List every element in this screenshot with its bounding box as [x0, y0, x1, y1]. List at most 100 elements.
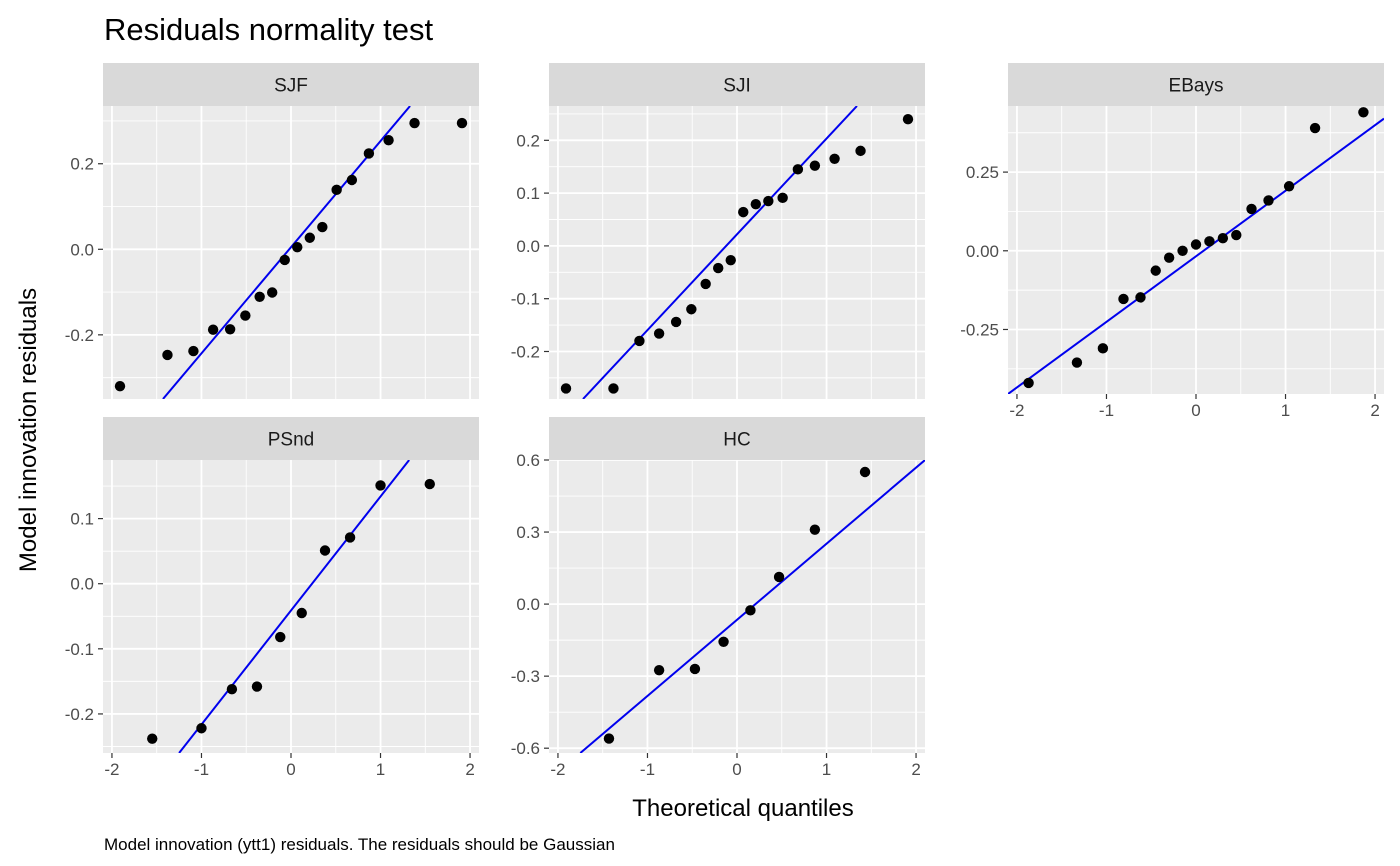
data-point-hc — [859, 466, 871, 478]
y-axis-title: Model innovation residuals — [15, 288, 42, 572]
data-point-sji — [777, 192, 788, 204]
y-tick-label-ebays: 0.25 — [966, 163, 999, 182]
data-point-ebays — [1023, 377, 1034, 389]
data-point-ebays — [1190, 239, 1202, 250]
data-point-sjf — [409, 117, 420, 129]
data-point-ebays — [1358, 107, 1369, 118]
panel-sji: SJI -0.2 -0.1 0.0 0.1 0.2 — [511, 63, 925, 399]
data-point-sjf — [317, 221, 328, 233]
data-point-psnd — [196, 723, 207, 734]
facet-panels: SJF -0.2 0.0 0.2 SJI -0.2 -0.1 0.0 0.1 0.2 EBays -0… — [65, 63, 1384, 779]
data-point-sjf — [224, 324, 236, 335]
data-point-sjf — [346, 174, 358, 186]
data-point-sjf — [456, 117, 468, 129]
x-tick-label-ebays: 1 — [1281, 401, 1290, 420]
grid-sji — [549, 106, 925, 399]
data-point-ebays — [1309, 122, 1321, 134]
data-point-sjf — [331, 184, 342, 196]
data-point-sji — [855, 145, 866, 157]
qq-reference-line-sji — [582, 106, 858, 399]
data-point-psnd — [424, 478, 435, 490]
data-point-sji — [634, 335, 645, 347]
data-point-sji — [686, 304, 697, 315]
data-point-sjf — [363, 148, 375, 159]
data-point-psnd — [375, 480, 386, 491]
qq-reference-line-ebays — [1008, 117, 1384, 394]
y-tick-label-hc: 0.0 — [516, 595, 540, 614]
y-tick-label-sji: 0.2 — [516, 131, 540, 150]
data-point-hc — [653, 664, 665, 676]
y-tick-label-psnd: -0.1 — [65, 640, 94, 659]
data-point-ebays — [1071, 357, 1083, 368]
x-tick-label-ebays: 0 — [1191, 401, 1200, 420]
strip-psnd — [103, 417, 479, 460]
x-tick-label-psnd: 0 — [286, 760, 295, 779]
data-point-sji — [809, 160, 821, 171]
data-point-sjf — [292, 241, 303, 253]
data-point-sji — [902, 113, 914, 125]
strip-label-hc: HC — [723, 430, 750, 451]
strip-hc — [549, 417, 925, 460]
data-point-hc — [745, 605, 756, 616]
y-tick-label-sji: 0.0 — [516, 237, 540, 256]
data-point-ebays — [1217, 232, 1229, 244]
data-point-sji — [829, 153, 840, 164]
data-point-hc — [773, 571, 785, 583]
data-point-psnd — [147, 733, 158, 744]
data-point-ebays — [1097, 343, 1109, 354]
data-point-sjf — [279, 254, 290, 266]
grid-psnd — [103, 460, 479, 753]
data-point-hc — [809, 524, 821, 535]
data-point-ebays — [1231, 229, 1242, 241]
x-tick-label-hc: -1 — [640, 760, 655, 779]
data-point-sjf — [240, 310, 251, 321]
data-point-sji — [670, 316, 682, 328]
data-point-sji — [725, 254, 736, 266]
data-point-psnd — [344, 532, 356, 543]
data-point-psnd — [226, 683, 238, 695]
y-tick-label-sjf: 0.0 — [70, 240, 94, 259]
y-tick-label-sji: -0.1 — [511, 290, 540, 309]
data-point-ebays — [1177, 245, 1188, 256]
data-point-sji — [792, 164, 804, 175]
data-point-sji — [653, 328, 665, 339]
x-tick-label-psnd: 1 — [376, 760, 385, 779]
data-point-sji — [560, 383, 572, 394]
panel-hc: HC -0.6 -0.3 0.0 0.3 0.6 -2 -1 0 1 2 — [511, 417, 925, 779]
qq-reference-line-psnd — [178, 460, 410, 753]
y-tick-label-ebays: -0.25 — [960, 320, 999, 339]
strip-sji — [549, 63, 925, 106]
data-point-sji — [700, 278, 711, 290]
data-point-sji — [738, 206, 749, 218]
y-tick-label-sjf: 0.2 — [70, 155, 94, 174]
data-point-sjf — [207, 324, 219, 335]
y-tick-label-psnd: -0.2 — [65, 705, 94, 724]
y-tick-label-sjf: -0.2 — [65, 326, 94, 345]
x-tick-label-psnd: -1 — [194, 760, 209, 779]
data-point-psnd — [319, 545, 331, 556]
grid-sjf — [103, 106, 479, 399]
x-tick-label-ebays: -2 — [1009, 401, 1024, 420]
data-point-sji — [763, 195, 774, 207]
data-point-sjf — [114, 380, 126, 392]
panel-sjf: SJF -0.2 0.0 0.2 — [65, 63, 479, 399]
panel-psnd: PSnd -0.2 -0.1 0.0 0.1 -2 -1 0 1 2 — [65, 417, 479, 779]
strip-label-psnd: PSnd — [268, 430, 314, 451]
x-tick-label-ebays: -1 — [1099, 401, 1114, 420]
data-point-psnd — [275, 631, 286, 643]
y-tick-label-hc: -0.3 — [511, 667, 540, 686]
data-point-psnd — [251, 681, 263, 692]
data-point-hc — [689, 663, 701, 675]
data-point-sjf — [188, 345, 199, 357]
data-point-ebays — [1163, 252, 1175, 263]
y-tick-label-hc: -0.6 — [511, 739, 540, 758]
strip-sjf — [103, 63, 479, 106]
x-tick-label-ebays: 2 — [1370, 401, 1379, 420]
data-point-ebays — [1118, 293, 1129, 305]
x-tick-label-psnd: -2 — [104, 760, 119, 779]
y-tick-label-sji: 0.1 — [516, 184, 540, 203]
data-point-ebays — [1150, 265, 1161, 276]
chart-title: Residuals normality test — [104, 12, 433, 47]
data-point-sjf — [383, 135, 394, 146]
data-point-sjf — [162, 349, 173, 361]
